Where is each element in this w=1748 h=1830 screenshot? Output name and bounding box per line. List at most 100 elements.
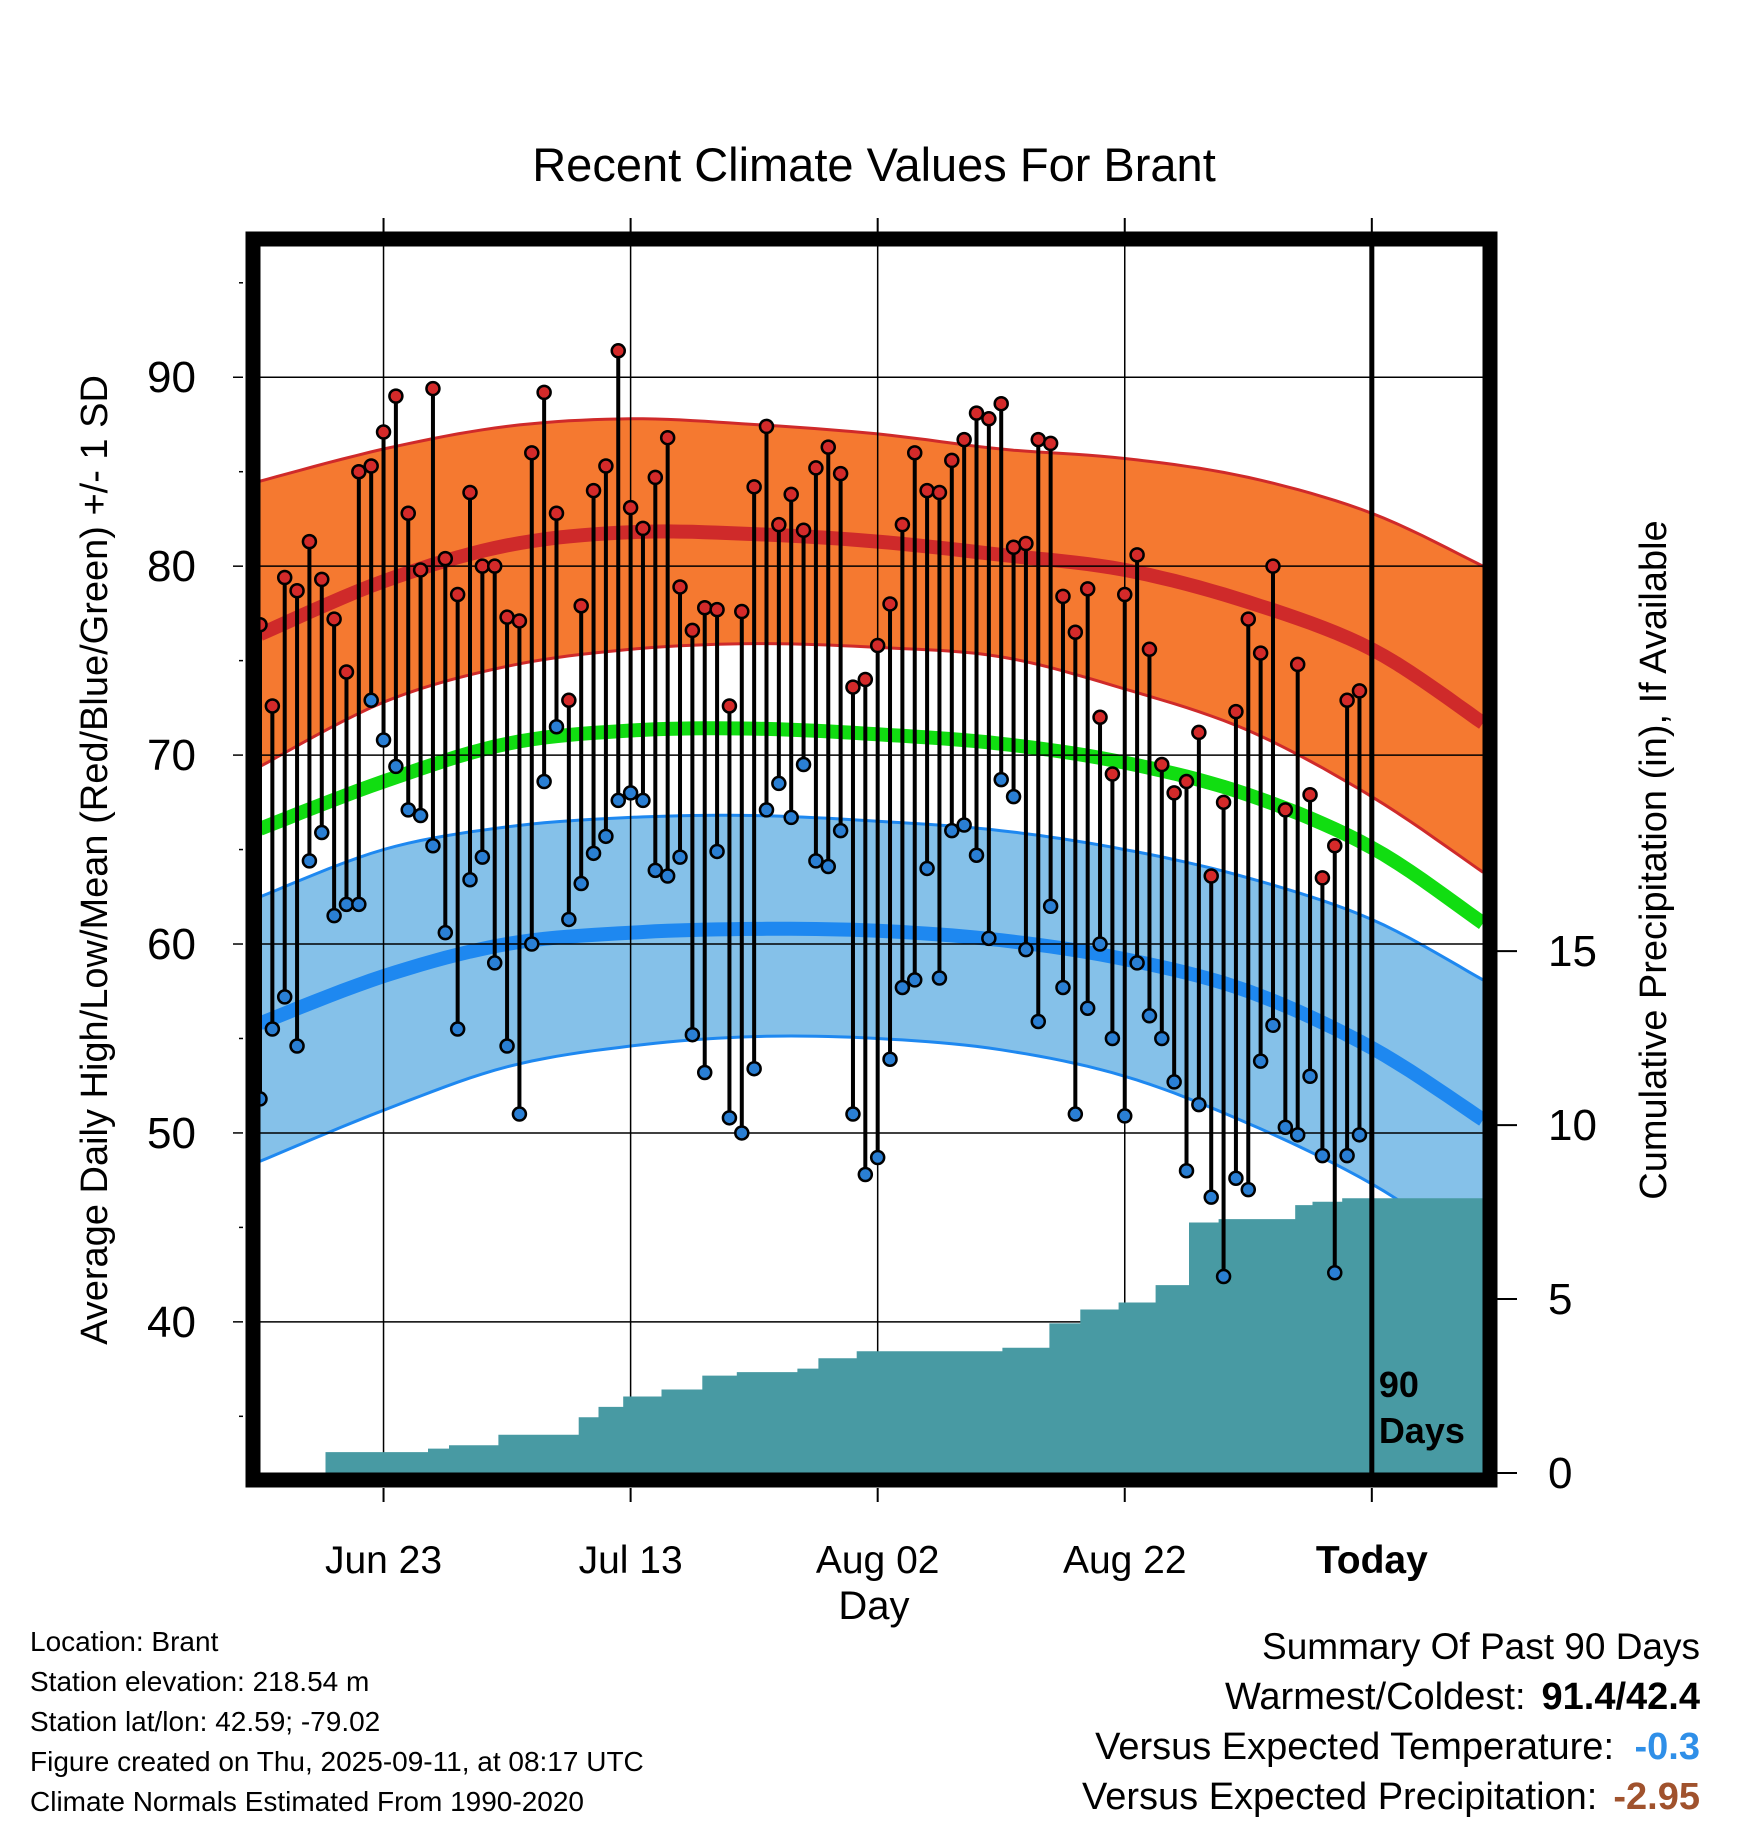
low-point <box>993 771 1009 788</box>
low-point <box>326 907 342 924</box>
warm-cold-label: Warmest/Coldest: <box>1224 1676 1526 1718</box>
high-point <box>1215 794 1232 811</box>
high-point <box>981 411 997 427</box>
low-point <box>499 1038 515 1054</box>
low-point <box>276 989 293 1005</box>
high-point <box>709 601 725 618</box>
low-point <box>820 858 837 875</box>
low-point <box>486 955 503 971</box>
low-point <box>1351 1127 1368 1143</box>
low-point <box>573 875 589 892</box>
high-point <box>882 596 898 612</box>
high-point <box>647 469 664 486</box>
high-point <box>314 571 330 588</box>
created-text: Figure created on Thu, 2025-09-11, at 08… <box>30 1746 644 1777</box>
low-point <box>598 828 614 845</box>
high-point <box>260 616 268 633</box>
low-point <box>832 822 849 839</box>
low-point <box>647 862 664 879</box>
elevation-text: Station elevation: 218.54 m <box>30 1666 370 1697</box>
high-point <box>524 445 540 461</box>
high-point <box>944 452 960 469</box>
y-axis-label-right: Cumulative Precipitation (in), If Availa… <box>1633 520 1675 1199</box>
high-point <box>845 679 861 695</box>
low-point <box>536 773 552 790</box>
plot-area: 90 Days 40 50 60 70 80 90 0 5 10 15 Jun 23 Jul 13 Aug … <box>147 218 1597 1582</box>
high-point <box>894 516 911 533</box>
high-point <box>758 418 775 435</box>
x-tick-label: Jun 23 <box>325 1539 442 1582</box>
high-point <box>721 698 738 714</box>
high-point <box>1005 539 1022 556</box>
high-point <box>1129 547 1145 563</box>
low-point <box>425 838 441 854</box>
high-point <box>672 579 688 595</box>
high-point <box>264 698 281 714</box>
high-point <box>1351 683 1368 699</box>
high-point <box>1079 581 1096 597</box>
low-point <box>1339 1147 1355 1164</box>
temp-departure-value: -0.3 <box>1634 1726 1700 1768</box>
low-point <box>894 979 911 996</box>
low-point <box>746 1060 762 1077</box>
low-point <box>734 1125 750 1141</box>
high-point <box>437 550 454 567</box>
low-point <box>944 822 960 839</box>
high-point <box>276 569 293 586</box>
low-point <box>1302 1068 1318 1085</box>
low-point <box>1129 955 1145 971</box>
station-info: Location: Brant Station elevation: 218.5… <box>30 1622 644 1822</box>
high-point <box>659 429 676 446</box>
high-point <box>1314 870 1331 886</box>
high-point <box>499 609 515 625</box>
high-point <box>771 516 787 533</box>
high-point <box>1067 624 1084 641</box>
location-text: Location: Brant <box>30 1626 219 1657</box>
y-tick-label: 90 <box>147 353 196 402</box>
high-point <box>931 484 948 501</box>
high-point <box>1252 645 1269 661</box>
y-right-tick-label: 10 <box>1548 1101 1597 1150</box>
low-point <box>1092 936 1108 952</box>
high-point <box>363 458 379 474</box>
high-point <box>1116 586 1133 603</box>
high-point <box>610 343 627 359</box>
low-point <box>968 847 985 863</box>
x-tick-label: Jul 13 <box>579 1539 683 1582</box>
high-point <box>301 533 318 550</box>
today-label: 90 <box>1379 1364 1419 1405</box>
high-point <box>1203 868 1219 884</box>
high-point <box>598 458 614 474</box>
high-point <box>474 558 491 574</box>
high-point <box>375 424 392 440</box>
high-point <box>684 622 701 639</box>
y-right-tick-label: 15 <box>1548 927 1597 976</box>
x-tick-label: Aug 22 <box>1063 1539 1187 1582</box>
low-point <box>1042 898 1059 914</box>
high-point <box>1289 656 1306 673</box>
high-point <box>1191 724 1207 741</box>
low-point <box>1178 1162 1195 1179</box>
low-point <box>474 849 491 865</box>
low-point <box>721 1110 738 1126</box>
high-point <box>956 431 972 448</box>
low-point <box>338 896 355 913</box>
high-point <box>585 482 602 499</box>
low-point <box>1265 1017 1281 1034</box>
high-point <box>449 586 466 603</box>
low-point <box>1055 979 1071 996</box>
low-point <box>857 1166 874 1183</box>
high-point <box>635 520 651 537</box>
high-point <box>351 463 367 480</box>
low-point <box>351 896 367 913</box>
low-point <box>795 756 812 773</box>
high-point <box>795 522 812 539</box>
low-point <box>1018 941 1034 958</box>
high-point <box>857 671 874 688</box>
normals-note: Climate Normals Estimated From 1990-2020 <box>30 1786 584 1817</box>
low-point <box>260 1091 268 1107</box>
high-point <box>338 664 355 680</box>
high-point <box>832 465 849 482</box>
high-point <box>1104 766 1121 782</box>
low-point <box>1228 1170 1244 1187</box>
